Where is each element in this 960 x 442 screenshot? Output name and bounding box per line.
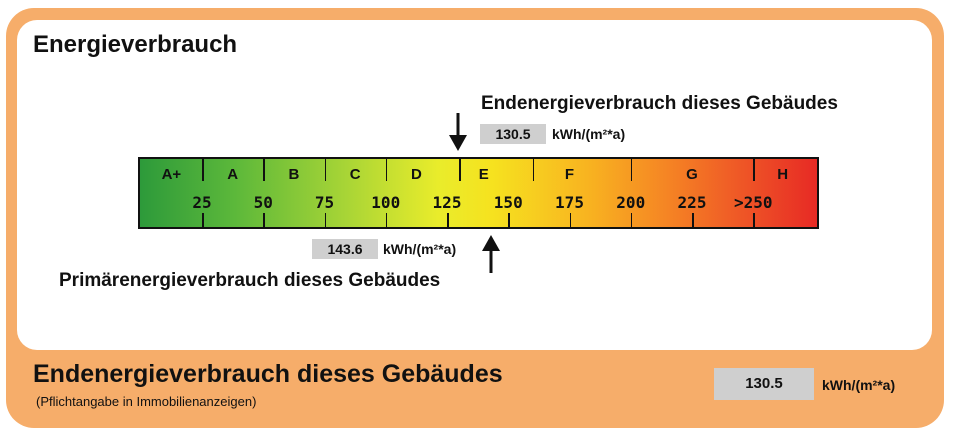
scale-number: >250 bbox=[733, 193, 773, 212]
scale-tick bbox=[692, 213, 694, 227]
scale-tick bbox=[202, 213, 204, 227]
efficiency-class-f: F bbox=[564, 166, 575, 183]
primaerenergie-value: 143.6 bbox=[312, 239, 378, 259]
class-boundary-tick bbox=[532, 159, 535, 181]
efficiency-class-b: B bbox=[288, 166, 300, 183]
footer-subtitle: (Pflichtangabe in Immobilienanzeigen) bbox=[36, 394, 257, 409]
endenergie-label: Endenergieverbrauch dieses Gebäudes bbox=[481, 93, 838, 114]
class-boundary-tick bbox=[385, 159, 388, 181]
footer-value: 130.5 bbox=[714, 368, 814, 400]
efficiency-class-d: D bbox=[410, 166, 422, 183]
scale-number: 100 bbox=[371, 193, 401, 212]
scale-tick bbox=[508, 213, 510, 227]
endenergie-unit: kWh/(m²*a) bbox=[552, 126, 626, 142]
footer-unit: kWh/(m²*a) bbox=[822, 377, 896, 393]
endenergie-arrow-icon bbox=[449, 113, 468, 151]
scale-tick bbox=[569, 213, 571, 227]
class-boundary-tick bbox=[459, 159, 461, 181]
efficiency-class-a: A bbox=[227, 166, 239, 183]
scale-number: 225 bbox=[677, 193, 707, 212]
scale-number: 125 bbox=[432, 193, 462, 212]
primaerenergie-arrow-icon bbox=[481, 235, 500, 273]
primaerenergie-label: Primärenergieverbrauch dieses Gebäudes bbox=[59, 270, 441, 291]
class-boundary-tick bbox=[324, 159, 326, 181]
scale-tick bbox=[447, 213, 449, 227]
efficiency-class-h: H bbox=[777, 166, 789, 183]
scale-number: 200 bbox=[616, 193, 646, 212]
class-boundary-tick bbox=[263, 159, 265, 181]
scale-number: 75 bbox=[314, 193, 335, 212]
scale-tick bbox=[263, 213, 265, 227]
scale-tick bbox=[630, 213, 633, 227]
scale-tick bbox=[753, 213, 755, 227]
endenergie-value: 130.5 bbox=[480, 124, 546, 144]
scale-number: 50 bbox=[253, 193, 273, 212]
class-boundary-tick bbox=[630, 159, 633, 181]
energy-scale-bar: A+ A B C D E F G H 25 50 75 100 125 150 175 200 225 >250 bbox=[138, 157, 819, 229]
scale-number: 175 bbox=[555, 193, 584, 212]
scale-tick bbox=[385, 213, 388, 227]
footer-title: Endenergieverbrauch dieses Gebäudes bbox=[33, 360, 503, 388]
efficiency-class-g: G bbox=[686, 166, 698, 183]
scale-number: 25 bbox=[192, 193, 212, 212]
efficiency-class-c: C bbox=[349, 166, 361, 183]
class-boundary-tick bbox=[202, 159, 204, 181]
efficiency-class-e: E bbox=[478, 166, 489, 183]
class-boundary-tick bbox=[753, 159, 755, 181]
scale-number: 150 bbox=[493, 193, 523, 212]
scale-tick bbox=[324, 213, 326, 227]
efficiency-class-aplus: A+ bbox=[161, 166, 182, 183]
primaerenergie-unit: kWh/(m²*a) bbox=[383, 241, 457, 257]
page-title: Energieverbrauch bbox=[33, 31, 238, 58]
